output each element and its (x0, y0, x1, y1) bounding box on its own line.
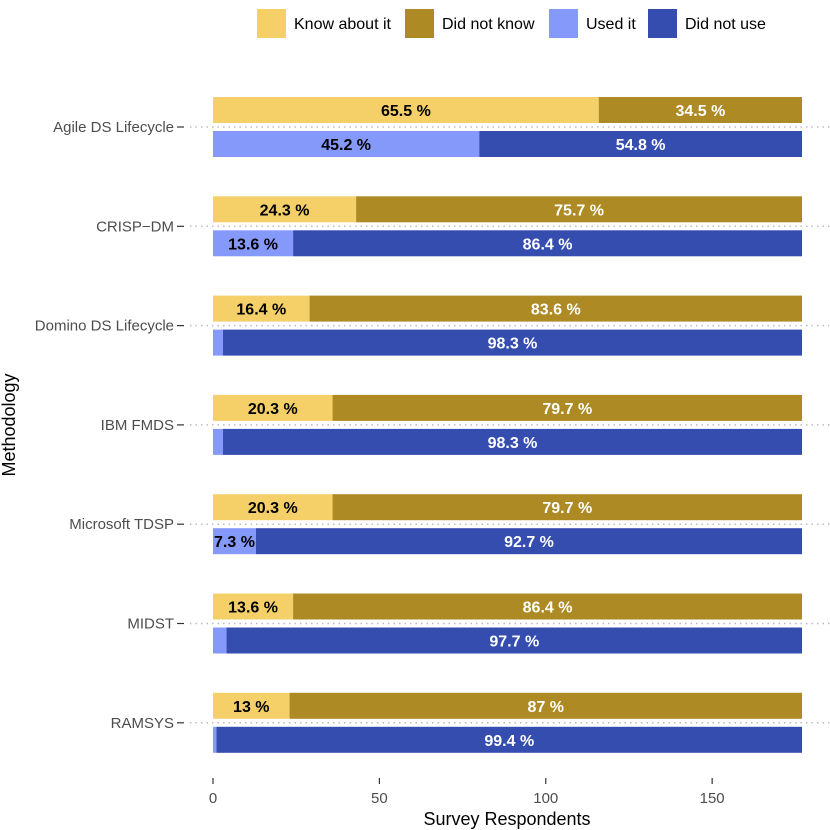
bar-crisp-dm-know-about-it (213, 196, 357, 223)
bar-midst-did-not-know (293, 593, 802, 620)
legend-swatch-did-not-use (648, 9, 677, 38)
bar-label-crisp-dm-did-not-know: 75.7 % (554, 202, 604, 219)
bar-agile-ds-lifecycle-did-not-use (479, 131, 802, 157)
bar-label-agile-ds-lifecycle-did-not-use: 54.8 % (616, 137, 666, 154)
x-tick-label-50: 50 (371, 790, 388, 807)
bar-label-microsoft-tdsp-know-about-it: 20.3 % (248, 500, 298, 517)
legend-item-know-about-it: Know about it (257, 9, 392, 38)
x-tick-label-100: 100 (533, 790, 558, 807)
bar-crisp-dm-used-it (213, 230, 294, 257)
legend-label-used-it: Used it (586, 16, 636, 33)
bar-microsoft-tdsp-know-about-it (213, 494, 333, 521)
bar-label-domino-ds-lifecycle-did-not-use: 98.3 % (488, 336, 538, 353)
bar-microsoft-tdsp-used-it (213, 528, 256, 555)
legend-item-did-not-use: Did not use (648, 9, 766, 38)
legend-swatch-did-not-know (405, 9, 434, 38)
bar-domino-ds-lifecycle-did-not-know (309, 295, 802, 322)
legend-label-did-not-know: Did not know (442, 16, 535, 33)
y-axis-title: Methodology (0, 373, 19, 476)
bar-microsoft-tdsp-did-not-know (332, 494, 802, 521)
bar-ibm-fmds-used-it (213, 428, 224, 455)
bar-ibm-fmds-know-about-it (213, 394, 333, 421)
y-tick-label-agile-ds-lifecycle: Agile DS Lifecycle (53, 119, 174, 136)
bar-ramsys-used-it (213, 726, 217, 753)
x-axis-title: Survey Respondents (423, 809, 590, 829)
bar-label-ibm-fmds-know-about-it: 20.3 % (248, 401, 298, 418)
bar-label-ramsys-know-about-it: 13 % (233, 699, 269, 716)
bar-label-microsoft-tdsp-did-not-use: 92.7 % (504, 534, 554, 551)
bar-label-microsoft-tdsp-used-it: 7.3 % (214, 534, 255, 551)
y-tick-label-midst: MIDST (127, 616, 174, 633)
y-tick-label-microsoft-tdsp: Microsoft TDSP (69, 516, 174, 533)
bar-domino-ds-lifecycle-know-about-it (213, 295, 310, 322)
legend: Know about it Did not know Used it Did not … (257, 9, 766, 38)
legend-label-did-not-use: Did not use (685, 16, 766, 33)
bar-label-ramsys-did-not-use: 99.4 % (484, 733, 534, 750)
x-tick-label-0: 0 (209, 790, 217, 807)
bar-label-agile-ds-lifecycle-used-it: 45.2 % (321, 137, 371, 154)
y-axis: Agile DS Lifecycle CRISP−DM Domino DS Life… (35, 119, 184, 732)
bar-label-domino-ds-lifecycle-know-about-it: 16.4 % (236, 302, 286, 319)
bar-label-ibm-fmds-did-not-know: 79.7 % (542, 401, 592, 418)
legend-swatch-know-about-it (257, 9, 286, 38)
bar-label-midst-did-not-know: 86.4 % (523, 600, 573, 617)
bar-domino-ds-lifecycle-did-not-use (223, 329, 802, 356)
bars (213, 97, 802, 753)
bar-microsoft-tdsp-did-not-use (255, 528, 802, 555)
legend-item-used-it: Used it (549, 9, 636, 38)
bar-labels: 65.5 % 34.5 % 45.2 % 54.8 % 24.3 % 75.7 % 13.6… (214, 103, 725, 750)
bar-domino-ds-lifecycle-used-it (213, 329, 224, 356)
bar-label-crisp-dm-know-about-it: 24.3 % (260, 202, 310, 219)
bar-label-crisp-dm-did-not-use: 86.4 % (523, 236, 573, 253)
bar-label-microsoft-tdsp-did-not-know: 79.7 % (542, 500, 592, 517)
bar-agile-ds-lifecycle-used-it (213, 131, 480, 157)
bar-ibm-fmds-did-not-know (332, 394, 802, 421)
x-axis: 0 50 100 150 (209, 778, 725, 807)
bar-ibm-fmds-did-not-use (223, 428, 802, 455)
x-tick-label-150: 150 (700, 790, 725, 807)
legend-item-did-not-know: Did not know (405, 9, 535, 38)
y-tick-label-crisp-dm: CRISP−DM (96, 218, 174, 235)
bar-ramsys-know-about-it (213, 692, 290, 719)
y-tick-label-ramsys: RAMSYS (111, 715, 174, 732)
bar-label-crisp-dm-used-it: 13.6 % (228, 236, 278, 253)
bar-agile-ds-lifecycle-know-about-it (213, 97, 599, 123)
bar-midst-know-about-it (213, 593, 294, 620)
bar-label-agile-ds-lifecycle-know-about-it: 65.5 % (381, 103, 431, 120)
gridlines (190, 126, 830, 724)
bar-midst-used-it (213, 627, 227, 654)
bar-ramsys-did-not-use (216, 726, 802, 753)
bar-label-ramsys-did-not-know: 87 % (528, 699, 564, 716)
bar-label-domino-ds-lifecycle-did-not-know: 83.6 % (531, 302, 581, 319)
y-tick-label-ibm-fmds: IBM FMDS (101, 417, 174, 434)
bar-ramsys-did-not-know (289, 692, 802, 719)
legend-swatch-used-it (549, 9, 578, 38)
bar-label-midst-know-about-it: 13.6 % (228, 600, 278, 617)
bar-label-agile-ds-lifecycle-did-not-know: 34.5 % (675, 103, 725, 120)
bar-crisp-dm-did-not-know (356, 196, 802, 223)
legend-label-know-about-it: Know about it (294, 16, 392, 33)
y-tick-label-domino-ds-lifecycle: Domino DS Lifecycle (35, 318, 174, 335)
bar-midst-did-not-use (226, 627, 802, 654)
bar-label-ibm-fmds-did-not-use: 98.3 % (488, 435, 538, 452)
bar-label-midst-did-not-use: 97.7 % (489, 634, 539, 651)
bar-agile-ds-lifecycle-did-not-know (598, 97, 802, 123)
bar-crisp-dm-did-not-use (293, 230, 802, 257)
